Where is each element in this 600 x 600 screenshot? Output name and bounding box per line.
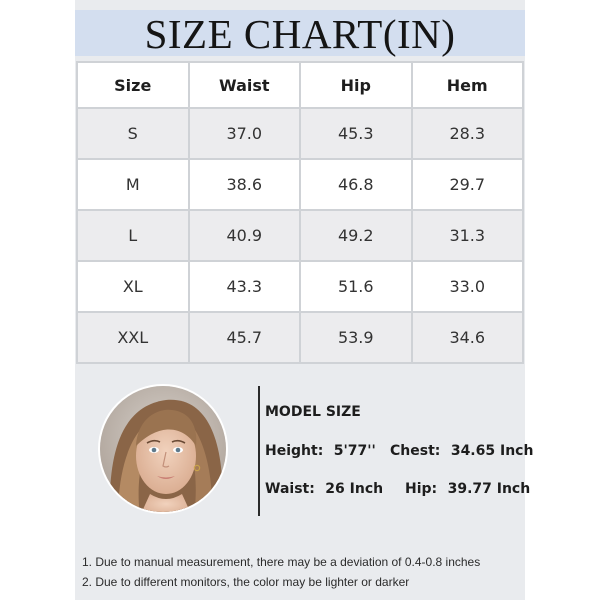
cell-waist: 43.3 (187, 260, 301, 313)
cell-waist: 37.0 (187, 107, 301, 160)
chest-value: 34.65 Inch (450, 443, 534, 459)
model-photo (98, 384, 228, 514)
model-size-heading: MODEL SIZE (265, 404, 361, 420)
note-line: 2. Due to different monitors, the color … (82, 575, 410, 589)
cell-hip: 53.9 (299, 311, 413, 364)
model-chest: Chest: 34.65 Inch (390, 443, 533, 459)
cell-hip: 51.6 (299, 260, 413, 313)
table-header-row: Size Waist Hip Hem (76, 61, 524, 109)
table-row: L 40.9 49.2 31.3 (76, 209, 524, 262)
header-hem: Hem (410, 61, 524, 109)
cell-waist: 40.9 (187, 209, 301, 262)
cell-hem: 29.7 (410, 158, 524, 211)
model-waist: Waist: 26 Inch (265, 481, 383, 497)
cell-size: XXL (76, 311, 190, 364)
height-label: Height: (265, 443, 324, 459)
table-row: XL 43.3 51.6 33.0 (76, 260, 524, 313)
header-size: Size (76, 61, 190, 109)
cell-hip: 45.3 (299, 107, 413, 160)
cell-size: L (76, 209, 190, 262)
cell-size: S (76, 107, 190, 160)
cell-hem: 28.3 (410, 107, 524, 160)
hip-value: 39.77 Inch (447, 481, 531, 497)
cell-waist: 45.7 (187, 311, 301, 364)
vertical-divider (258, 386, 260, 516)
page-title: SIZE CHART(IN) (144, 11, 456, 57)
waist-value: 26 Inch (325, 481, 384, 497)
note-line: 1. Due to manual measurement, there may … (82, 555, 481, 569)
cell-size: XL (76, 260, 190, 313)
table-row: S 37.0 45.3 28.3 (76, 107, 524, 160)
header-waist: Waist (187, 61, 301, 109)
model-height: Height: 5'77'' (265, 443, 376, 459)
cell-hem: 31.3 (410, 209, 524, 262)
cell-hem: 33.0 (410, 260, 524, 313)
hip-label: Hip: (405, 481, 438, 497)
cell-waist: 38.6 (187, 158, 301, 211)
height-value: 5'77'' (333, 443, 376, 459)
cell-hem: 34.6 (410, 311, 524, 364)
cell-hip: 49.2 (299, 209, 413, 262)
chest-label: Chest: (390, 443, 441, 459)
table-row: XXL 45.7 53.9 34.6 (76, 311, 524, 364)
title-band (75, 10, 525, 56)
waist-label: Waist: (265, 481, 315, 497)
header-hip: Hip (299, 61, 413, 109)
cell-size: M (76, 158, 190, 211)
model-hip: Hip: 39.77 Inch (405, 481, 530, 497)
notes: 1. Due to manual measurement, there may … (82, 552, 522, 592)
table-row: M 38.6 46.8 29.7 (76, 158, 524, 211)
size-table: Size Waist Hip Hem S 37.0 45.3 28.3 M 38… (76, 61, 524, 364)
cell-hip: 46.8 (299, 158, 413, 211)
